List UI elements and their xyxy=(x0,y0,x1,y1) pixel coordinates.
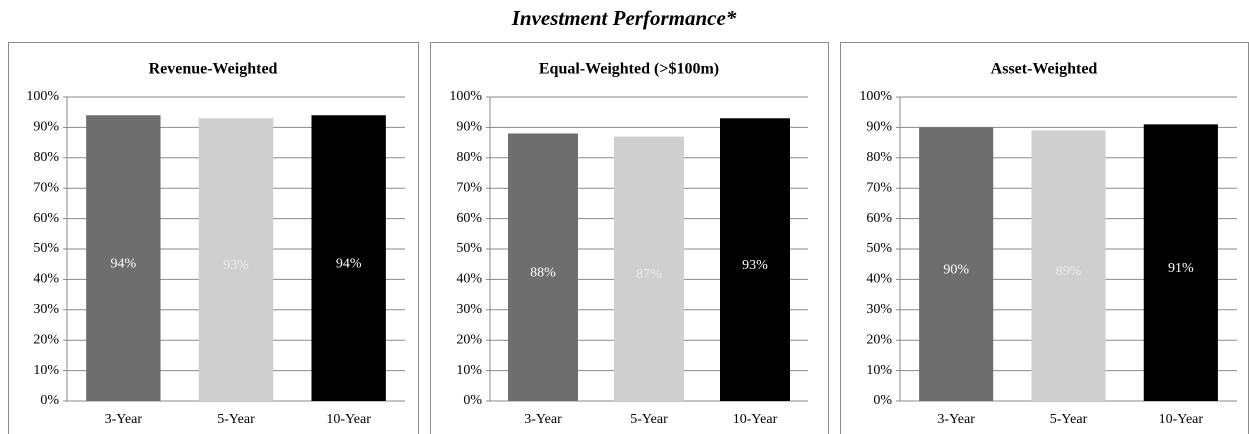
x-tick-label: 10-Year xyxy=(326,412,371,427)
x-tick-label: 5-Year xyxy=(1050,412,1088,427)
y-tick-label: 40% xyxy=(33,272,59,287)
panel-title: Revenue-Weighted xyxy=(149,61,278,78)
data-label: 93% xyxy=(223,258,249,273)
bar xyxy=(1031,130,1106,401)
y-tick-label: 0% xyxy=(463,393,482,408)
data-label: 93% xyxy=(742,258,768,273)
y-tick-label: 80% xyxy=(33,150,59,165)
x-tick-label: 3-Year xyxy=(524,412,562,427)
page-title: Investment Performance* xyxy=(511,6,737,30)
y-tick-label: 10% xyxy=(456,363,482,378)
y-tick-label: 100% xyxy=(859,89,892,104)
y-tick-label: 100% xyxy=(26,89,59,104)
y-tick-label: 20% xyxy=(866,332,892,347)
y-tick-label: 40% xyxy=(456,272,482,287)
data-label: 87% xyxy=(636,267,662,282)
panel-title: Asset-Weighted xyxy=(991,61,1098,78)
x-tick-label: 3-Year xyxy=(105,412,143,427)
y-tick-label: 70% xyxy=(33,180,59,195)
y-tick-label: 50% xyxy=(33,241,59,256)
y-tick-label: 90% xyxy=(866,120,892,135)
y-tick-label: 30% xyxy=(866,302,892,317)
bar xyxy=(508,133,578,402)
y-tick-label: 30% xyxy=(456,302,482,317)
bar xyxy=(1143,124,1218,402)
y-tick-label: 20% xyxy=(456,332,482,347)
bar xyxy=(919,127,994,402)
x-tick-label: 3-Year xyxy=(937,412,975,427)
y-tick-label: 30% xyxy=(33,302,59,317)
data-label: 88% xyxy=(530,265,556,280)
y-tick-label: 10% xyxy=(33,363,59,378)
y-tick-label: 70% xyxy=(866,180,892,195)
x-tick-label: 5-Year xyxy=(217,412,255,427)
bar xyxy=(720,118,790,401)
y-tick-label: 80% xyxy=(866,150,892,165)
x-tick-label: 10-Year xyxy=(733,412,778,427)
bar xyxy=(198,118,274,401)
y-tick-label: 100% xyxy=(449,89,482,104)
y-tick-label: 0% xyxy=(873,393,892,408)
bar xyxy=(86,115,161,402)
panel-title: Equal-Weighted (>$100m) xyxy=(539,61,719,78)
data-label: 89% xyxy=(1056,264,1082,279)
y-tick-label: 50% xyxy=(456,241,482,256)
y-tick-label: 60% xyxy=(866,211,892,226)
y-tick-label: 90% xyxy=(456,120,482,135)
y-tick-label: 80% xyxy=(456,150,482,165)
data-label: 90% xyxy=(943,262,969,277)
data-label: 91% xyxy=(1168,261,1194,276)
y-tick-label: 20% xyxy=(33,332,59,347)
data-label: 94% xyxy=(110,256,136,271)
bar xyxy=(311,115,386,402)
x-tick-label: 5-Year xyxy=(630,412,668,427)
y-tick-label: 60% xyxy=(456,211,482,226)
y-tick-label: 70% xyxy=(456,180,482,195)
data-label: 94% xyxy=(336,256,362,271)
y-tick-label: 50% xyxy=(866,241,892,256)
y-tick-label: 40% xyxy=(866,272,892,287)
y-tick-label: 0% xyxy=(40,393,59,408)
bar xyxy=(614,136,684,401)
y-tick-label: 60% xyxy=(33,211,59,226)
y-tick-label: 10% xyxy=(866,363,892,378)
y-tick-label: 90% xyxy=(33,120,59,135)
x-tick-label: 10-Year xyxy=(1159,412,1204,427)
